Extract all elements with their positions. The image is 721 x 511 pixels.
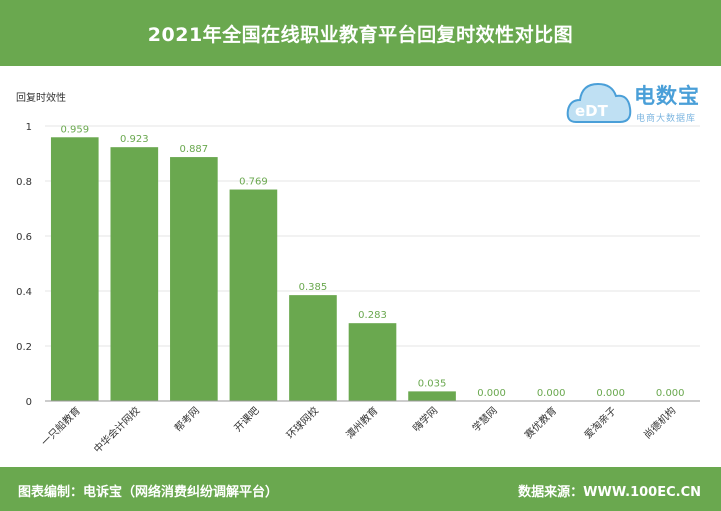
x-tick-label: 环球网校 (284, 404, 321, 441)
chart-title: 2021年全国在线职业教育平台回复时效性对比图 (147, 23, 574, 46)
x-tick-label: 学慧网 (469, 404, 499, 434)
data-label: 0.000 (477, 388, 506, 399)
data-label: 0.769 (239, 177, 268, 188)
bar (229, 189, 278, 401)
data-label: 0.000 (596, 388, 625, 399)
bar (110, 147, 159, 401)
data-label: 0.385 (299, 282, 328, 293)
footer-banner: 图表编制：电诉宝（网络消费纠纷调解平台） 数据来源：WWW.100EC.CN (0, 467, 721, 511)
y-tick-label: 0.2 (16, 342, 32, 353)
bar (348, 323, 397, 401)
y-tick-label: 0.8 (16, 177, 32, 188)
y-tick-label: 1 (26, 122, 32, 133)
x-tick-label: 中华会计网校 (91, 404, 143, 456)
y-tick-label: 0.6 (16, 232, 32, 243)
y-tick-label: 0 (26, 397, 32, 408)
brand-logo: eDT 电数宝 电商大数据库 (566, 72, 716, 134)
data-label: 0.035 (418, 378, 447, 389)
x-tick-label: 赛优教育 (522, 404, 559, 441)
bar (50, 137, 99, 401)
x-tick-label: 开课吧 (232, 405, 262, 435)
bar (170, 157, 218, 401)
logo-sub-text: 电商大数据库 (636, 114, 697, 124)
x-tick-label: 一只船教育 (38, 404, 83, 449)
bar-chart: 回复时效性 0 0.2 0.4 0.6 0.8 1 0.959 0.923 0.887 0.76… (16, 91, 700, 456)
x-tick-label: 爱淘亲子 (581, 404, 618, 441)
x-tick-label: 帮考网 (172, 405, 202, 435)
data-label: 0.283 (358, 310, 387, 321)
x-axis-labels: 一只船教育 中华会计网校 帮考网 开课吧 环球网校 潭州教育 嗨学网 学慧网 赛优教育 爱淘亲子尚… (38, 404, 678, 456)
x-tick-label: 嗨学网 (410, 404, 440, 434)
header-banner: 2021年全国在线职业教育平台回复时效性对比图 (0, 0, 721, 66)
x-tick-label: 潭州教育 (343, 404, 380, 441)
data-label: 0.887 (180, 144, 209, 155)
bar (408, 391, 456, 401)
logo-brand-text: 电数宝 (634, 84, 700, 108)
data-label: 0.959 (60, 124, 89, 135)
data-label: 0.923 (120, 134, 149, 145)
data-label: 0.000 (656, 388, 685, 399)
data-label: 0.000 (537, 388, 566, 399)
footer-credit: 图表编制：电诉宝（网络消费纠纷调解平台） (18, 485, 279, 500)
footer-source: 数据来源：WWW.100EC.CN (518, 485, 701, 500)
y-tick-label: 0.4 (16, 287, 32, 298)
bars (50, 137, 456, 401)
bar (289, 295, 337, 401)
y-axis-ticks: 0 0.2 0.4 0.6 0.8 1 (16, 122, 32, 408)
data-labels: 0.959 0.923 0.887 0.769 0.385 0.283 0.035 0.000… (60, 124, 684, 399)
x-tick-label: 尚德机构 (641, 404, 678, 441)
logo-mark-text: eDT (575, 102, 609, 120)
y-axis-label: 回复时效性 (16, 91, 66, 104)
cloud-logo-icon: eDT (566, 82, 632, 123)
